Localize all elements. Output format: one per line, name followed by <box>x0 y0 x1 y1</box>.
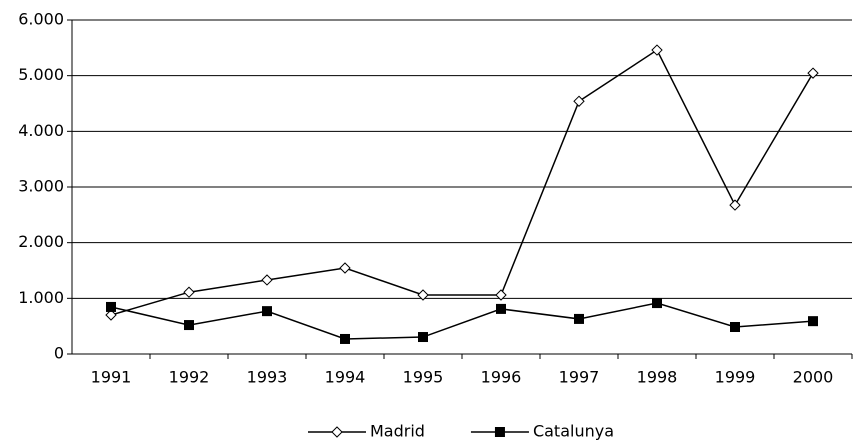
x-tick-label: 1996 <box>481 368 522 387</box>
x-tick-label: 1993 <box>247 368 288 387</box>
data-point <box>574 313 584 324</box>
y-tick-label: 1.000 <box>18 288 64 307</box>
data-point <box>651 44 663 56</box>
data-point <box>495 289 507 301</box>
data-point <box>417 289 429 301</box>
x-tick-label: 1997 <box>559 368 600 387</box>
x-tick-label: 1999 <box>715 368 756 387</box>
data-point <box>262 306 272 317</box>
x-tick-label: 1992 <box>169 368 210 387</box>
x-tick-label: 1998 <box>637 368 678 387</box>
data-point <box>729 199 741 211</box>
data-point <box>730 322 740 333</box>
data-point <box>339 262 351 274</box>
y-tick-label: 4.000 <box>18 121 64 140</box>
y-tick-label: 0 <box>54 344 64 363</box>
x-tick-label: 1991 <box>91 368 132 387</box>
x-tick-label: 1995 <box>403 368 444 387</box>
y-tick-label: 2.000 <box>18 232 64 251</box>
legend-label: Catalunya <box>533 422 614 441</box>
data-point <box>184 320 194 331</box>
x-tick-label: 2000 <box>793 368 834 387</box>
data-point <box>807 67 819 79</box>
legend-label: Madrid <box>370 422 425 441</box>
series-line <box>110 48 814 316</box>
data-point <box>106 301 116 312</box>
y-tick-label: 3.000 <box>18 177 64 196</box>
data-point <box>652 298 662 309</box>
data-point <box>496 303 506 314</box>
x-tick-label: 1994 <box>325 368 366 387</box>
data-point <box>105 309 117 321</box>
y-tick-label: 5.000 <box>18 65 64 84</box>
legend-marker <box>331 426 343 438</box>
data-point <box>418 332 428 343</box>
y-tick-label: 6.000 <box>18 10 64 29</box>
data-point <box>261 274 273 286</box>
data-point <box>183 286 195 298</box>
data-point <box>573 95 585 107</box>
data-point <box>808 316 818 327</box>
series-line <box>110 302 814 340</box>
data-point <box>340 333 350 344</box>
legend-marker <box>494 427 505 437</box>
